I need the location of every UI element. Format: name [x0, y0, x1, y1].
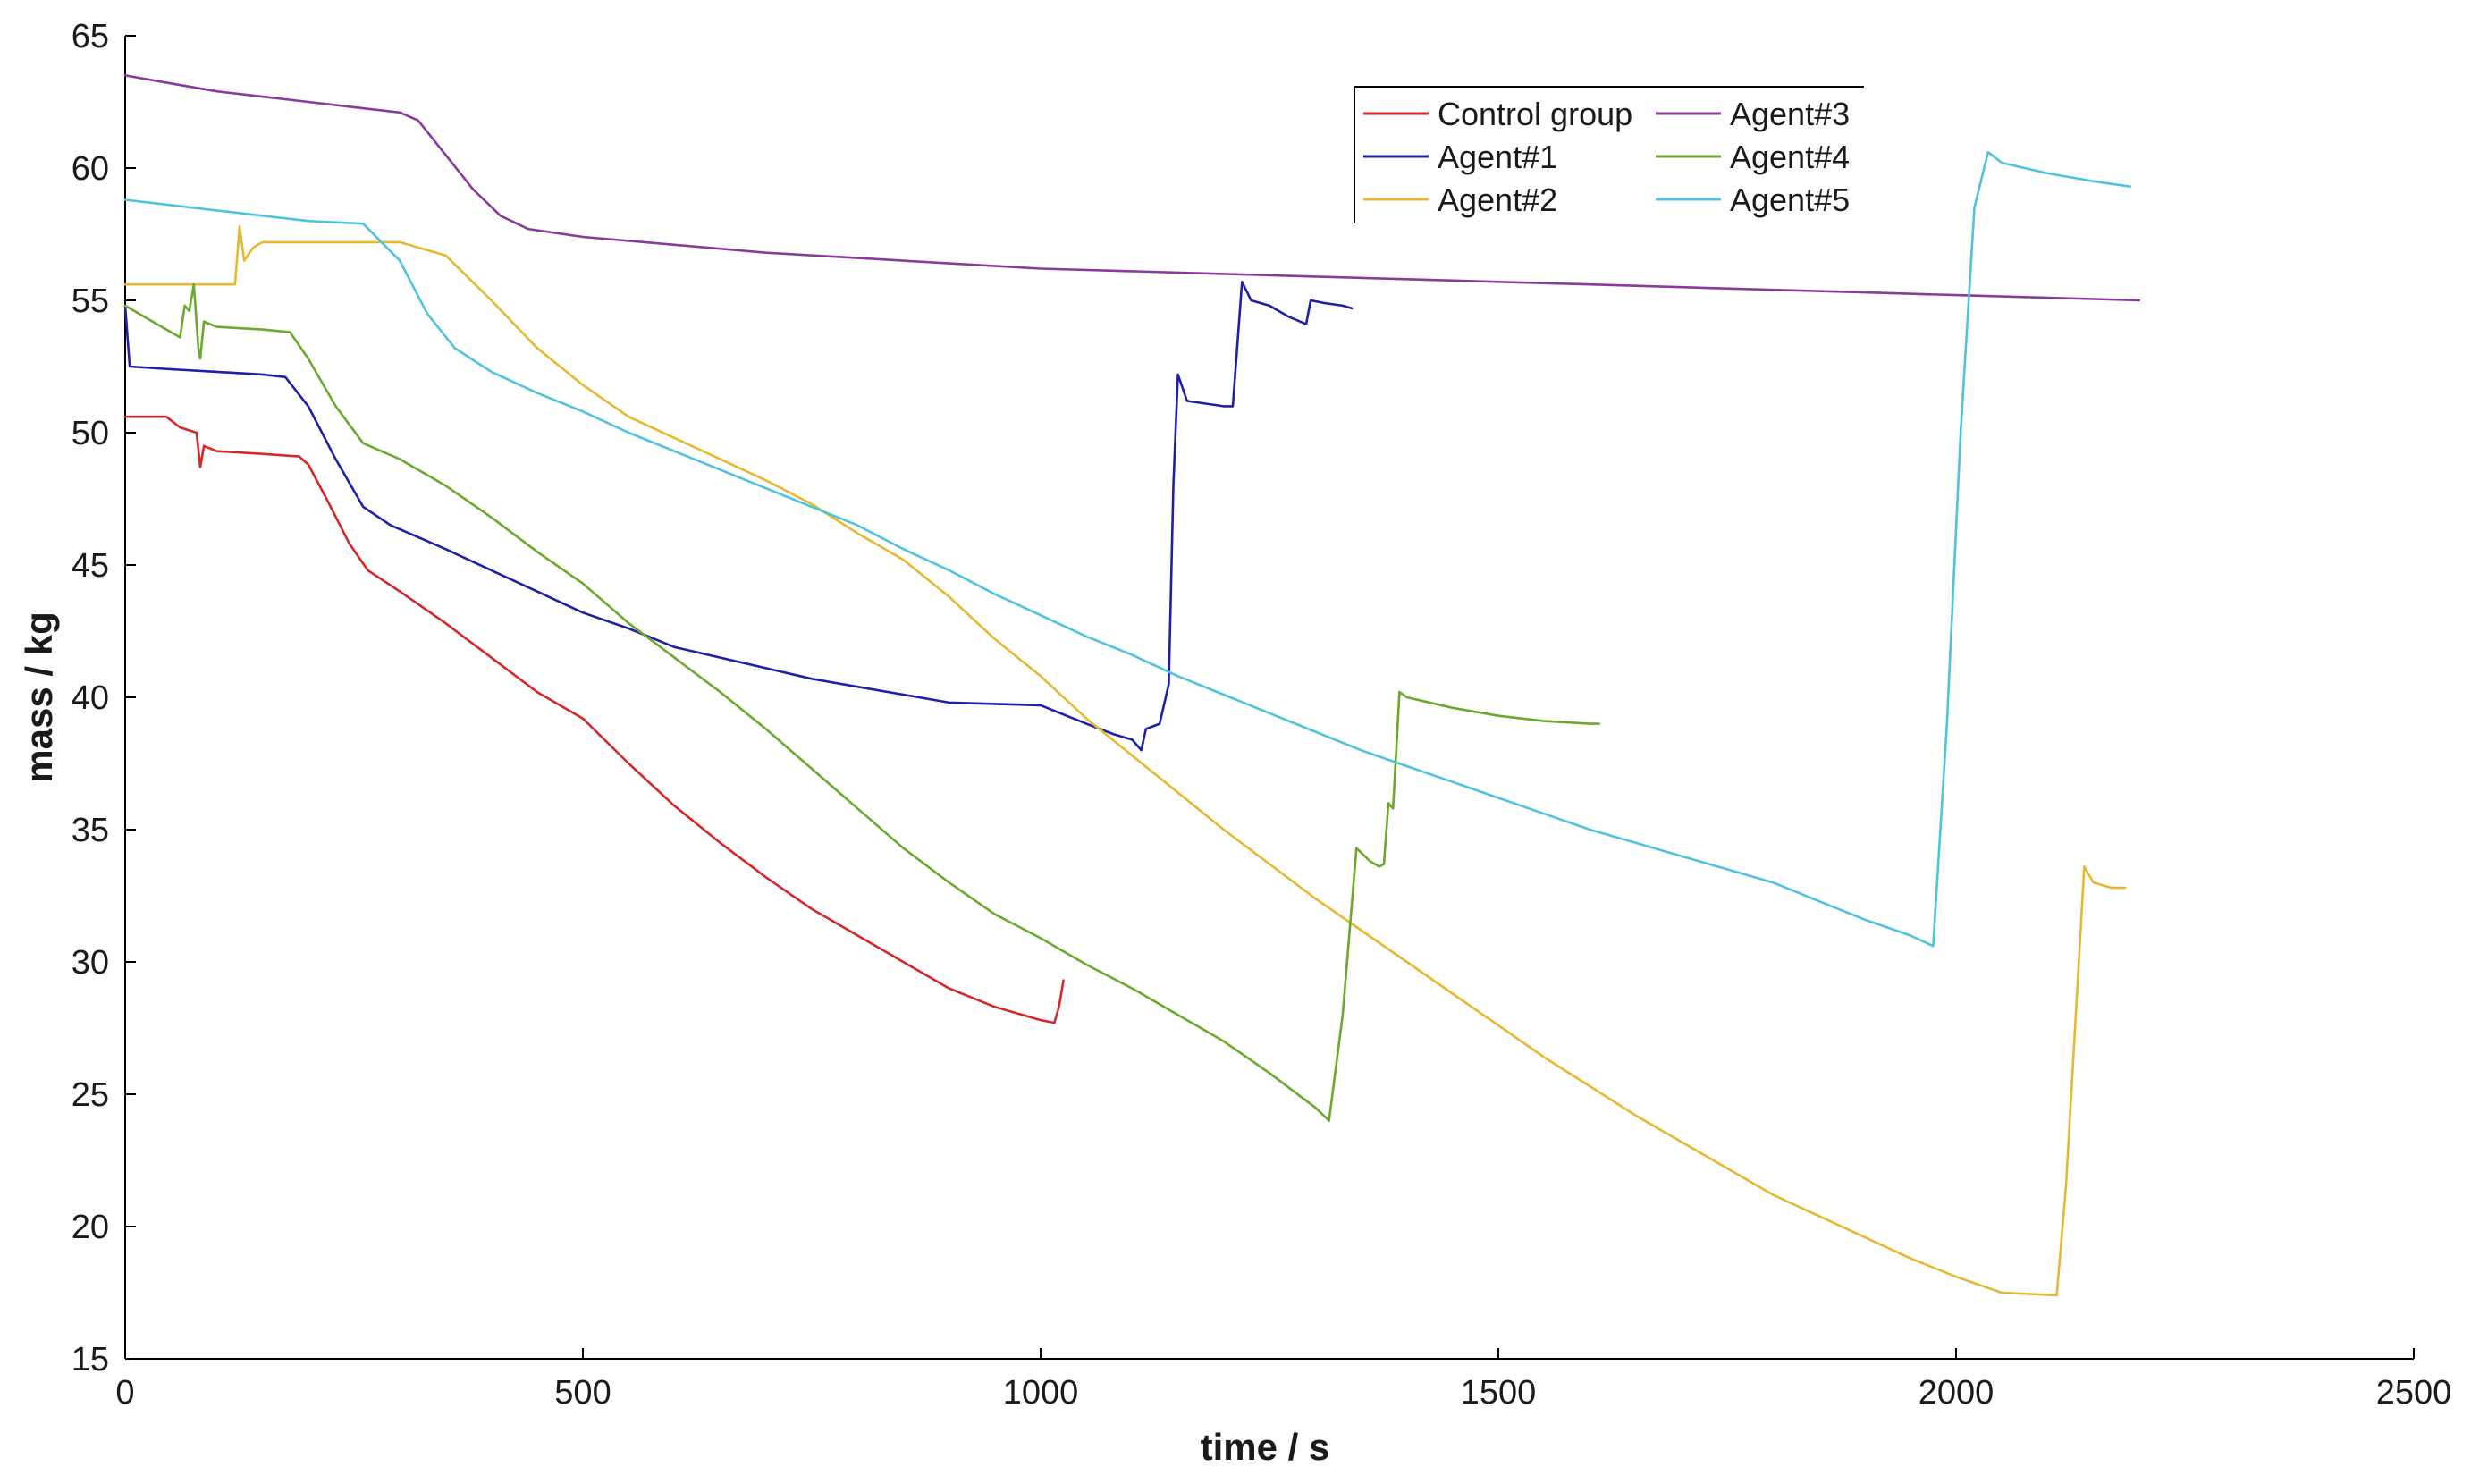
y-tick-label: 25: [72, 1076, 109, 1114]
x-tick-label: 2500: [2376, 1374, 2452, 1412]
x-tick-label: 500: [554, 1374, 611, 1412]
y-tick-label: 40: [72, 679, 109, 717]
legend-label-agent-5: Agent#5: [1730, 181, 1850, 218]
legend-label-agent-1: Agent#1: [1438, 139, 1557, 175]
legend-label-control-group: Control group: [1438, 96, 1632, 132]
x-tick-label: 0: [115, 1374, 134, 1412]
plot-lines: [123, 74, 2141, 1297]
y-tick-label: 15: [72, 1341, 109, 1379]
y-axis-title: mass / kg: [18, 611, 60, 782]
legend-label-agent-4: Agent#4: [1730, 139, 1850, 175]
legend-label-agent-2: Agent#2: [1438, 181, 1557, 218]
legend: Control group Agent#1 Agent#2 Agent#3 Ag…: [1354, 86, 1864, 223]
x-tick-label: 1500: [1461, 1374, 1537, 1412]
series-line-agent-3: [123, 74, 2141, 302]
x-axis-title: time / s: [1201, 1426, 1330, 1468]
y-tick-label: 60: [72, 150, 109, 188]
series-line-agent-1: [123, 281, 1354, 752]
y-tick-label: 20: [72, 1209, 109, 1246]
series-line-control-group: [123, 415, 1065, 1024]
series-line-agent-2: [123, 224, 2127, 1297]
y-tick-label: 55: [72, 282, 109, 320]
series-line-agent-4: [123, 282, 1600, 1122]
axes: 0 500 1000 1500 2000 2500 15 20 25 30 35 40 45 50 55 60…: [72, 18, 2452, 1412]
y-tick-label: 65: [72, 18, 109, 55]
y-tick-label: 50: [72, 415, 109, 452]
legend-label-agent-3: Agent#3: [1730, 96, 1850, 132]
y-tick-label: 45: [72, 547, 109, 585]
x-tick-label: 2000: [1919, 1374, 1995, 1412]
series-line-agent-5: [123, 150, 2131, 948]
x-tick-label: 1000: [1003, 1374, 1079, 1412]
y-tick-label: 30: [72, 944, 109, 982]
y-tick-label: 35: [72, 812, 109, 849]
